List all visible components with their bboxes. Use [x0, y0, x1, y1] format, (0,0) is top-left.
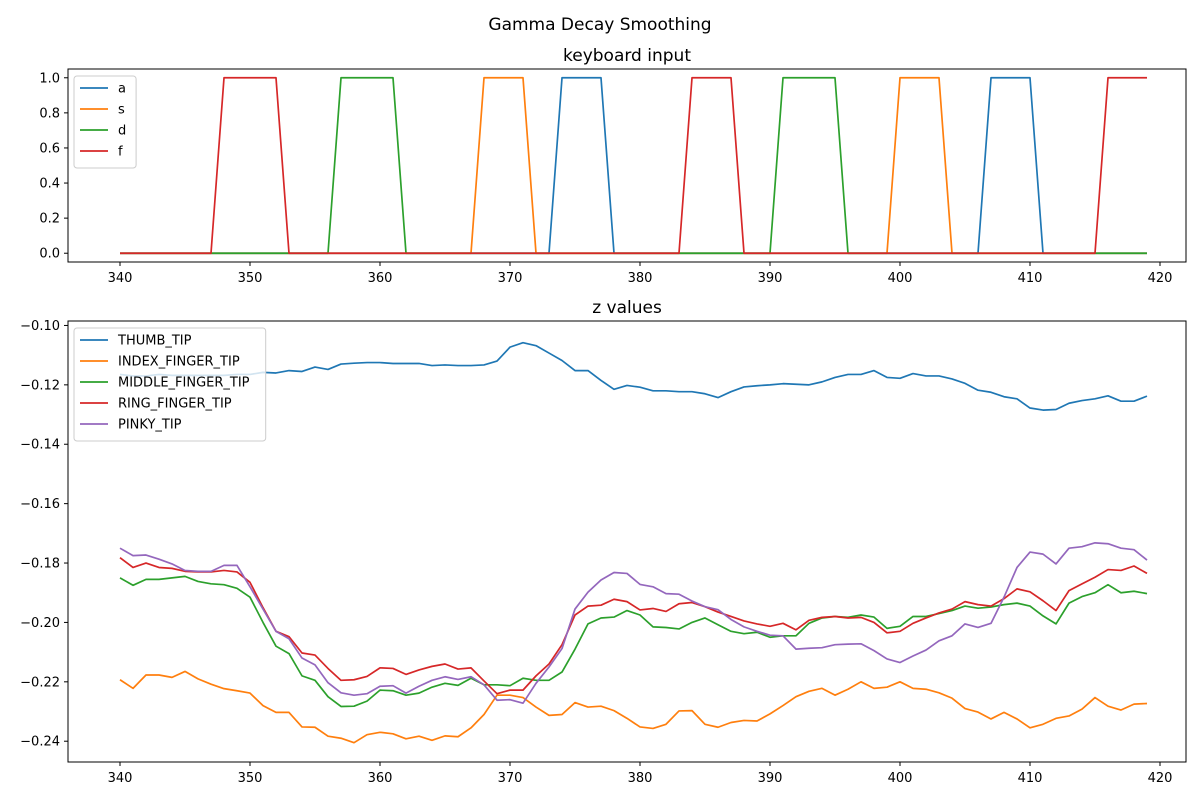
x-tick-label: 380: [628, 771, 653, 786]
x-tick-label: 420: [1148, 771, 1173, 786]
axes-frame: [67, 68, 1187, 263]
y-tick-label: −0.20: [20, 616, 60, 631]
x-tick-label: 370: [498, 771, 523, 786]
x-tick-label: 350: [238, 271, 263, 286]
series-line-thumb-tip: [119, 341, 1148, 411]
series-line-f: [120, 76, 1147, 255]
y-tick-label: −0.24: [20, 735, 60, 750]
y-tick-label: −0.12: [20, 378, 60, 393]
axes-title: keyboard input: [563, 46, 691, 66]
x-tick-label: 390: [758, 271, 783, 286]
y-tick-label: 1.0: [39, 71, 60, 86]
y-tick-label: −0.18: [20, 557, 60, 572]
y-tick-label: −0.10: [20, 319, 60, 334]
x-tick-label: 360: [368, 271, 393, 286]
x-tick-label: 410: [1018, 771, 1043, 786]
legend-label-pinky-tip: PINKY_TIP: [118, 418, 182, 433]
x-tick-label: 400: [888, 771, 913, 786]
y-tick-label: 0.8: [39, 106, 60, 121]
y-tick-label: 0.6: [39, 141, 60, 156]
x-tick-label: 340: [108, 271, 133, 286]
z-values-axes: z values 340 350 360 370 380 390 400 410 420 −0.24…: [20, 298, 1187, 786]
y-tick-label: −0.14: [20, 438, 60, 453]
x-tick-label: 360: [368, 771, 393, 786]
y-tick-label: 0.2: [39, 212, 60, 227]
series-lines: [119, 341, 1148, 744]
legend-label-s: s: [118, 103, 125, 118]
series-line-ring-finger-tip: [119, 557, 1148, 695]
legend-label-a: a: [118, 82, 126, 97]
figure-suptitle: Gamma Decay Smoothing: [488, 15, 711, 35]
x-tick-label: 390: [758, 771, 783, 786]
series-line-middle-finger-tip: [119, 575, 1148, 708]
series-line-index-finger-tip: [119, 670, 1148, 744]
x-tick-label: 420: [1148, 271, 1173, 286]
x-tick-label: 410: [1018, 271, 1043, 286]
x-tick-label: 380: [628, 271, 653, 286]
x-tick-label: 400: [888, 271, 913, 286]
legend: THUMB_TIP INDEX_FINGER_TIP MIDDLE_FINGER_T…: [73, 327, 267, 442]
legend-label-f: f: [118, 145, 123, 160]
axes-title: z values: [592, 298, 662, 318]
legend-label-thumb-tip: THUMB_TIP: [117, 334, 192, 349]
x-tick-label: 340: [108, 771, 133, 786]
series-lines: [120, 76, 1147, 255]
keyboard-input-axes: keyboard input 340 350 360 370 380 390 400 410 42…: [39, 46, 1187, 286]
legend-box: [73, 75, 137, 169]
axes-frame: [67, 320, 1187, 763]
y-tick-label: 0.4: [39, 177, 60, 192]
legend-label-middle-finger-tip: MIDDLE_FINGER_TIP: [118, 376, 250, 391]
series-line-pinky-tip: [119, 541, 1148, 705]
x-tick-label: 350: [238, 771, 263, 786]
legend-label-d: d: [118, 124, 126, 139]
y-tick-label: 0.0: [39, 247, 60, 262]
y-tick-label: −0.16: [20, 497, 60, 512]
legend-label-index-finger-tip: INDEX_FINGER_TIP: [118, 355, 240, 370]
legend-label-ring-finger-tip: RING_FINGER_TIP: [118, 397, 232, 412]
y-tick-label: −0.22: [20, 675, 60, 690]
legend-box: [73, 327, 267, 442]
x-tick-label: 370: [498, 271, 523, 286]
